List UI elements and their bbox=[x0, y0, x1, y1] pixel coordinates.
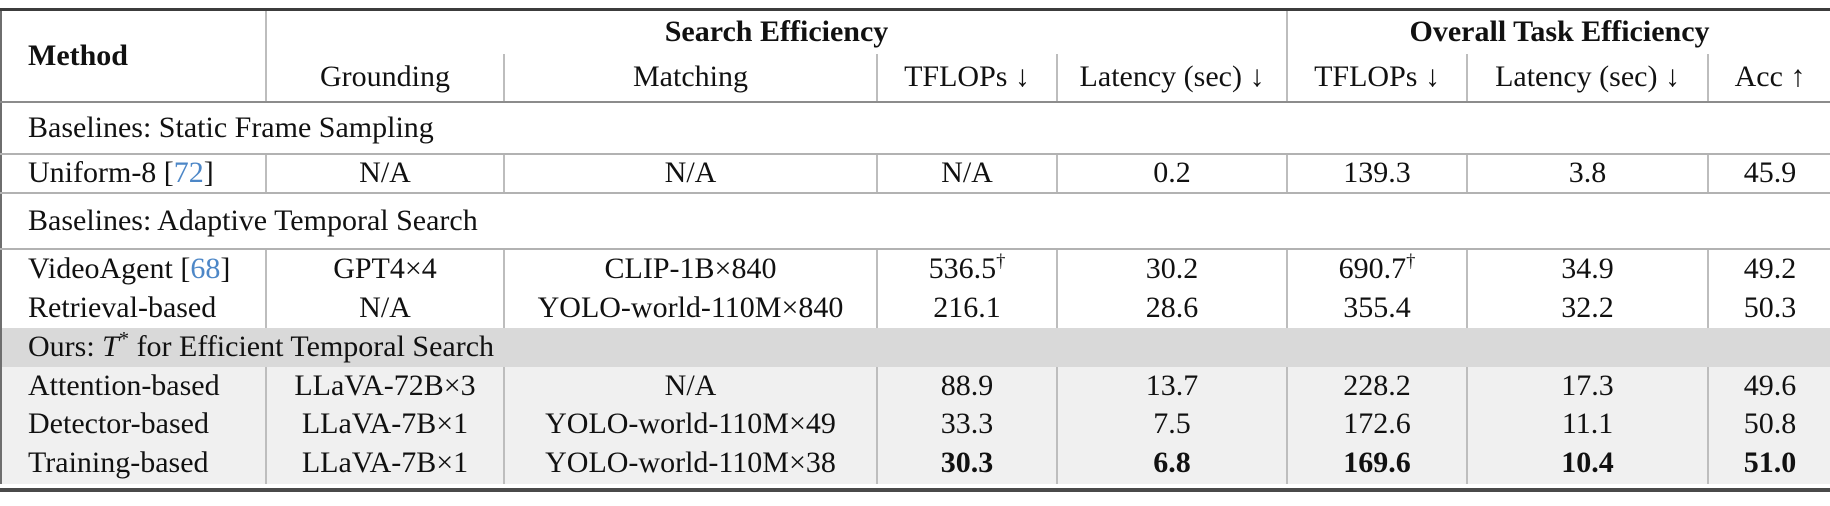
tflops-overall-cell: 172.6 bbox=[1286, 404, 1468, 443]
math-symbol-T: T bbox=[102, 330, 119, 363]
section-title-prefix: Ours: bbox=[28, 330, 103, 363]
section-title-static: Baselines: Static Frame Sampling bbox=[1, 101, 1830, 155]
tflops-search-cell: 536.5† bbox=[876, 248, 1057, 288]
method-cell-detector: Detector-based bbox=[28, 406, 209, 440]
latency-search-cell: 7.5 bbox=[1055, 404, 1288, 443]
header-group-row: Method Search Efficiency Overall Task Ef… bbox=[1, 9, 1830, 103]
method-label-close: ] bbox=[220, 251, 231, 285]
tflops-search-cell: 216.1 bbox=[876, 287, 1057, 328]
grounding-cell: N/A bbox=[265, 153, 504, 194]
acc-cell: 49.6 bbox=[1707, 366, 1830, 405]
column-group-overall-task-efficiency: Overall Task Efficiency bbox=[1286, 9, 1830, 54]
efficiency-comparison-table: Method Search Efficiency Overall Task Ef… bbox=[0, 8, 1830, 484]
acc-cell: 49.2 bbox=[1707, 248, 1830, 288]
header-subcolumn-row: Grounding Matching TFLOPs ↓ Latency (sec… bbox=[1, 53, 1830, 103]
tflops-search-cell: 88.9 bbox=[876, 366, 1057, 405]
matching-cell: N/A bbox=[503, 153, 877, 194]
matching-cell: YOLO-world-110M×38 bbox=[503, 442, 877, 484]
column-header-latency-search: Latency (sec) ↓ bbox=[1055, 53, 1288, 103]
acc-cell: 50.3 bbox=[1707, 287, 1830, 328]
section-title-ours: Ours: T* for Efficient Temporal Search bbox=[1, 328, 1830, 367]
method-cell-attention: Attention-based bbox=[28, 368, 220, 402]
table-row-uniform-8: Uniform-8 [72] N/A N/A N/A 0.2 139.3 3.8… bbox=[1, 153, 1830, 194]
latency-overall-cell: 11.1 bbox=[1466, 404, 1709, 443]
results-table-page: Method Search Efficiency Overall Task Ef… bbox=[0, 8, 1830, 506]
table-row-retrieval-based: Retrieval-based N/A YOLO-world-110M×840 … bbox=[1, 287, 1830, 328]
section-row-adaptive-temporal-search: Baselines: Adaptive Temporal Search bbox=[1, 192, 1830, 250]
column-header-tflops-overall: TFLOPs ↓ bbox=[1286, 53, 1468, 103]
tflops-overall-cell: 228.2 bbox=[1286, 366, 1468, 405]
grounding-cell: N/A bbox=[265, 287, 504, 328]
latency-search-cell-best: 6.8 bbox=[1055, 442, 1288, 484]
acc-cell: 50.8 bbox=[1707, 404, 1830, 443]
tflops-search-cell-best: 30.3 bbox=[876, 442, 1057, 484]
column-header-acc: Acc ↑ bbox=[1707, 53, 1830, 103]
tflops-overall-cell-best: 169.6 bbox=[1286, 442, 1468, 484]
latency-overall-cell: 32.2 bbox=[1466, 287, 1709, 328]
tflops-search-cell: N/A bbox=[876, 153, 1057, 194]
latency-overall-cell: 17.3 bbox=[1466, 366, 1709, 405]
section-title-adaptive: Baselines: Adaptive Temporal Search bbox=[1, 192, 1830, 250]
grounding-cell: LLaVA-7B×1 bbox=[265, 442, 504, 484]
latency-search-cell: 0.2 bbox=[1055, 153, 1288, 194]
dagger-footnote-marker: † bbox=[1406, 250, 1416, 272]
tflops-overall-cell: 355.4 bbox=[1286, 287, 1468, 328]
column-group-search-efficiency: Search Efficiency bbox=[664, 15, 889, 49]
latency-overall-cell: 3.8 bbox=[1466, 153, 1709, 194]
method-label: Uniform-8 [ bbox=[28, 156, 174, 189]
method-cell-retrieval: Retrieval-based bbox=[28, 290, 217, 324]
value: 690.7 bbox=[1338, 251, 1407, 285]
acc-cell-best: 51.0 bbox=[1707, 442, 1830, 484]
latency-overall-cell-best: 10.4 bbox=[1466, 442, 1709, 484]
table-row-attention-based: Attention-based LLaVA-72B×3 N/A 88.9 13.… bbox=[1, 366, 1830, 405]
acc-cell: 45.9 bbox=[1707, 153, 1830, 194]
tflops-overall-cell: 139.3 bbox=[1286, 153, 1468, 194]
citation-link-72[interactable]: 72 bbox=[173, 156, 204, 189]
method-label: VideoAgent [ bbox=[28, 251, 191, 285]
citation-link-68[interactable]: 68 bbox=[190, 251, 221, 285]
grounding-cell: LLaVA-7B×1 bbox=[265, 404, 504, 443]
column-header-matching: Matching bbox=[503, 53, 877, 103]
latency-search-cell: 28.6 bbox=[1055, 287, 1288, 328]
grounding-cell: LLaVA-72B×3 bbox=[265, 366, 504, 405]
section-title-suffix: for Efficient Temporal Search bbox=[129, 330, 495, 363]
table-row-training-based: Training-based LLaVA-7B×1 YOLO-world-110… bbox=[1, 442, 1830, 484]
latency-search-cell: 30.2 bbox=[1055, 248, 1288, 288]
superscript-star: * bbox=[118, 328, 130, 350]
column-header-tflops-search: TFLOPs ↓ bbox=[876, 53, 1057, 103]
table-bottom-rule bbox=[0, 487, 1830, 492]
matching-cell: CLIP-1B×840 bbox=[503, 248, 877, 288]
column-header-latency-overall: Latency (sec) ↓ bbox=[1466, 53, 1709, 103]
dagger-footnote-marker: † bbox=[996, 250, 1006, 272]
matching-cell: N/A bbox=[503, 366, 877, 405]
method-label-close: ] bbox=[203, 156, 214, 189]
section-row-ours-t-star: Ours: T* for Efficient Temporal Search bbox=[1, 327, 1830, 367]
matching-cell: YOLO-world-110M×840 bbox=[503, 287, 877, 328]
method-cell-training: Training-based bbox=[28, 446, 209, 479]
section-row-static-frame-sampling: Baselines: Static Frame Sampling bbox=[1, 101, 1830, 155]
grounding-cell: GPT4×4 bbox=[265, 248, 504, 288]
method-cell-videoagent: VideoAgent [68] bbox=[1, 249, 266, 288]
latency-search-cell: 13.7 bbox=[1055, 366, 1288, 405]
matching-cell: YOLO-world-110M×49 bbox=[503, 404, 877, 443]
method-cell-uniform-8: Uniform-8 [72] bbox=[1, 153, 266, 194]
table-row-detector-based: Detector-based LLaVA-7B×1 YOLO-world-110… bbox=[1, 404, 1830, 443]
latency-overall-cell: 34.9 bbox=[1466, 248, 1709, 288]
column-header-grounding: Grounding bbox=[266, 53, 504, 103]
tflops-overall-cell: 690.7† bbox=[1286, 248, 1468, 288]
value: 536.5 bbox=[928, 251, 997, 285]
tflops-search-cell: 33.3 bbox=[876, 404, 1057, 443]
table-row-videoagent: VideoAgent [68] GPT4×4 CLIP-1B×840 536.5… bbox=[1, 248, 1830, 288]
column-header-method: Method bbox=[1, 9, 267, 103]
